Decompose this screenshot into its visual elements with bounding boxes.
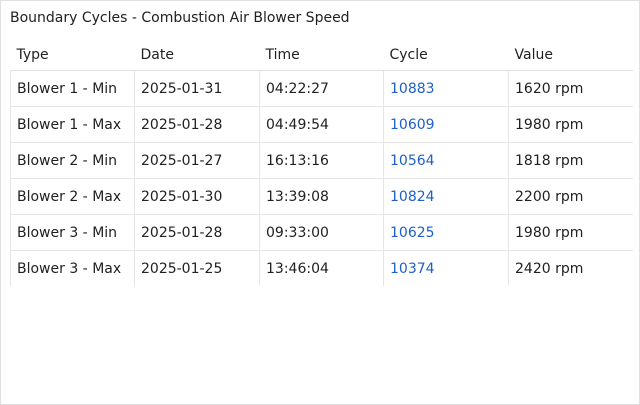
table-row: Blower 2 - Max 2025-01-30 13:39:08 10824…: [10, 178, 633, 215]
table-row: Blower 1 - Min 2025-01-31 04:22:27 10883…: [10, 70, 633, 107]
cell-value: 2420 rpm: [515, 260, 584, 277]
column-header-time[interactable]: Time: [259, 39, 384, 71]
cell-cycle: 10564: [383, 142, 509, 179]
table-row: Blower 3 - Min 2025-01-28 09:33:00 10625…: [10, 214, 633, 251]
cycle-link[interactable]: 10824: [390, 188, 435, 205]
table-row: Blower 1 - Max 2025-01-28 04:49:54 10609…: [10, 106, 633, 143]
cell-time: 13:39:08: [259, 178, 384, 215]
cell-value: 2200 rpm: [508, 178, 633, 215]
cell-type: Blower 3 - Min: [10, 214, 135, 251]
cell-cycle: 10883: [383, 70, 509, 107]
cell-value: 1620 rpm: [508, 70, 633, 107]
table-row: Blower 2 - Min 2025-01-27 16:13:16 10564…: [10, 142, 633, 179]
cell-type: Blower 3 - Max: [10, 250, 135, 286]
cell-cycle: 10625: [383, 214, 509, 251]
cell-value: 1980 rpm: [508, 214, 633, 251]
cell-date: 2025-01-30: [134, 178, 260, 215]
cell-time: 04:49:54: [259, 106, 384, 143]
cell-date: 2025-01-28: [134, 214, 260, 251]
cell-time: 09:33:00: [259, 214, 384, 251]
cell-cycle: 10824: [383, 178, 509, 215]
column-header-value[interactable]: Value: [508, 39, 633, 71]
cell-cycle: 10374: [383, 250, 509, 286]
cycle-link[interactable]: 10883: [390, 80, 435, 97]
table-row: Blower 3 - Max 2025-01-25 13:46:04 10374…: [10, 250, 633, 286]
cell-value: 1980 rpm: [508, 106, 633, 143]
cell-date: 2025-01-28: [134, 106, 260, 143]
cell-type: Blower 2 - Max: [10, 178, 135, 215]
cell-date: 2025-01-31: [134, 70, 260, 107]
cell-time: 13:46:04: [259, 250, 384, 286]
cell-type: Blower 1 - Min: [10, 70, 135, 107]
cell-time: 16:13:16: [259, 142, 384, 179]
table-header-row: Type Date Time Cycle Value: [10, 39, 633, 71]
cycle-link[interactable]: 10564: [390, 152, 435, 169]
boundary-cycles-table: Type Date Time Cycle Value Blower 1 - Mi…: [10, 39, 633, 286]
column-header-type[interactable]: Type: [10, 39, 135, 71]
cell-date: 2025-01-27: [134, 142, 260, 179]
cycle-link[interactable]: 10625: [390, 224, 435, 241]
column-header-date[interactable]: Date: [134, 39, 260, 71]
cycle-link[interactable]: 10374: [390, 260, 435, 277]
cycle-link[interactable]: 10609: [390, 116, 435, 133]
cell-type: Blower 2 - Min: [10, 142, 135, 179]
cell-date: 2025-01-25: [134, 250, 260, 286]
column-header-cycle[interactable]: Cycle: [383, 39, 509, 71]
cell-cycle: 10609: [383, 106, 509, 143]
cell-value: 1818 rpm: [508, 142, 633, 179]
panel-title: Boundary Cycles - Combustion Air Blower …: [10, 10, 350, 26]
cell-time: 04:22:27: [259, 70, 384, 107]
cell-type: Blower 1 - Max: [10, 106, 135, 143]
